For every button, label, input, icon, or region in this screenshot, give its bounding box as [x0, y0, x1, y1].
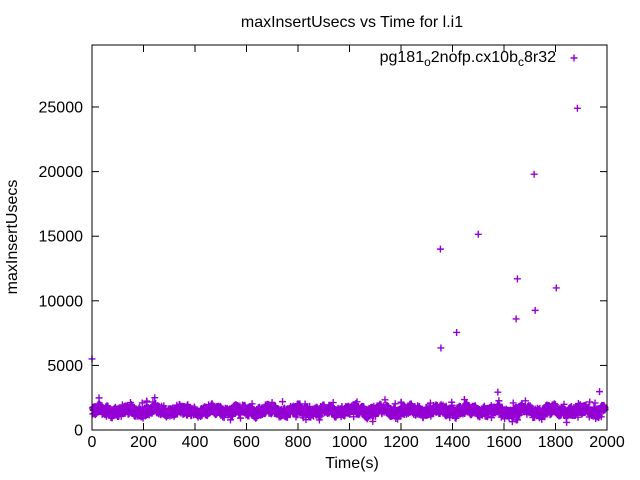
x-tick-label: 1800 [538, 434, 574, 451]
legend-marker-plus-icon [570, 54, 578, 62]
plot-border [91, 44, 608, 431]
x-tick-label: 800 [285, 434, 312, 451]
y-axis-label: maxInsertUsecs [4, 180, 21, 295]
x-tick-label: 1400 [435, 434, 471, 451]
y-tick-label: 10000 [39, 293, 84, 310]
x-tick-label: 1000 [332, 434, 368, 451]
y-tick-label: 5000 [47, 358, 83, 375]
x-tick-label: 200 [130, 434, 157, 451]
y-tick-label: 20000 [39, 164, 84, 181]
chart-title: maxInsertUsecs vs Time for l.i1 [241, 14, 463, 31]
legend-label: pg181o2nofp.cx10bc8r32 [380, 49, 557, 69]
y-tick-label: 15000 [39, 229, 84, 246]
x-tick-label: 600 [233, 434, 260, 451]
axis-tick-labels: 0 200 400 600 800 1000 1200 1400 1600 1800 2000050… [39, 100, 625, 451]
x-tick-label: 0 [88, 434, 97, 451]
y-tick-label: 25000 [39, 100, 84, 117]
x-tick-label: 2000 [589, 434, 625, 451]
x-tick-label: 1600 [486, 434, 522, 451]
x-tick-label: 400 [182, 434, 209, 451]
y-tick-label: 0 [74, 423, 83, 440]
x-tick-label: 1200 [383, 434, 419, 451]
x-axis-label: Time(s) [325, 455, 379, 472]
